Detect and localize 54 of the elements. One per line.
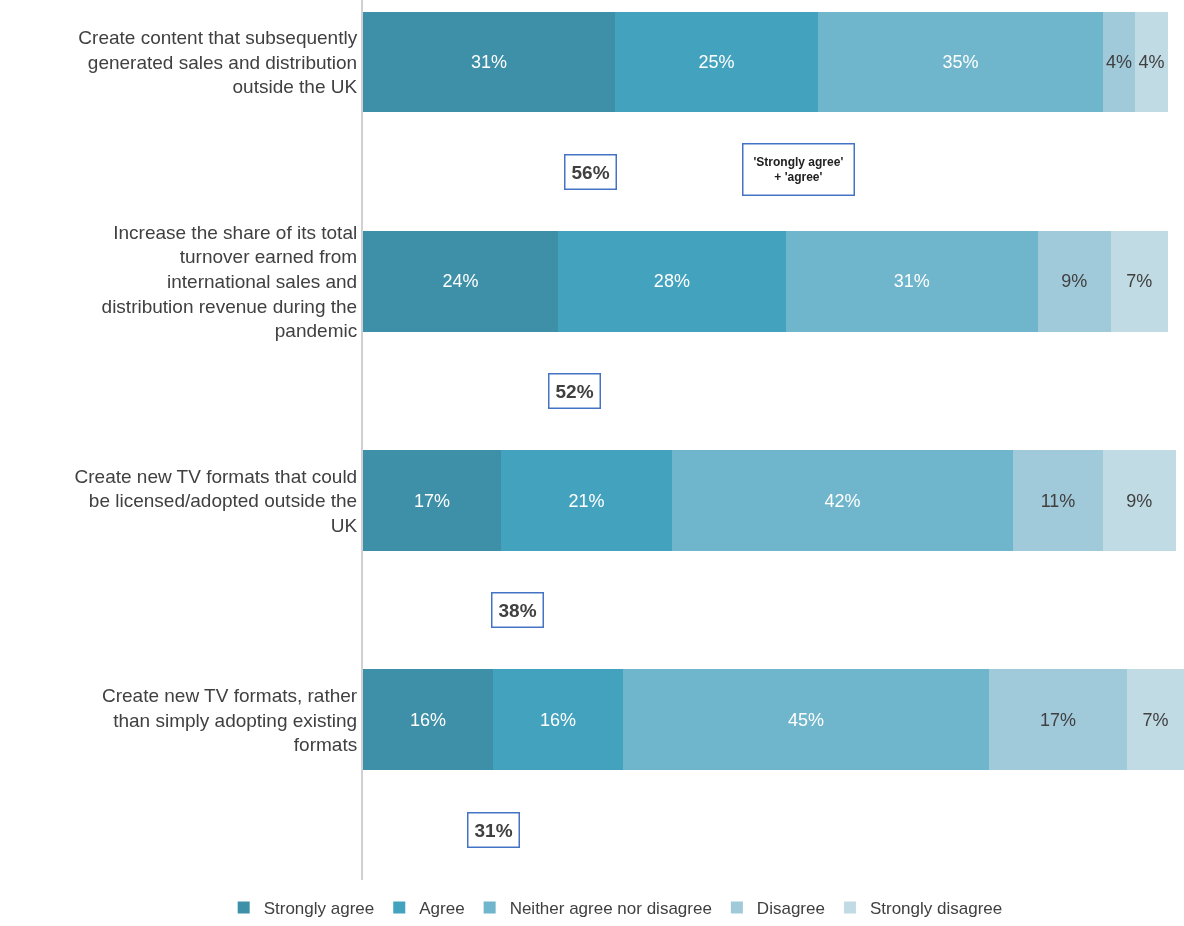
bar: [363, 11, 615, 113]
data-label: 16%: [540, 709, 577, 730]
bar: [1127, 669, 1184, 771]
legend-label: Agree: [419, 899, 465, 919]
bar: [785, 230, 1038, 332]
data-label: 31%: [470, 52, 508, 73]
annotation: 'Strongly agree' + 'agree': [753, 154, 844, 185]
bar: [818, 11, 1103, 113]
bar: [501, 450, 672, 552]
data-label: 24%: [442, 271, 479, 292]
legend-label: Neither agree nor disagree: [509, 899, 712, 919]
data-label: 45%: [788, 709, 825, 730]
bar: [1037, 230, 1111, 332]
bar: [988, 669, 1128, 771]
bar: [671, 450, 1014, 552]
bar: [363, 450, 502, 552]
y-tick-label: Create new TV formats that could be licensed/adopted outside the UK: [74, 465, 358, 536]
annotation: 56%: [571, 161, 610, 183]
data-label: 7%: [1126, 271, 1153, 292]
data-label: 25%: [698, 52, 735, 73]
annotation: 52%: [555, 380, 594, 402]
y-tick-label: Create content that subsequently generated sales and distribution outside the UK: [78, 27, 358, 98]
annotation: 38%: [498, 599, 537, 621]
y-tick-label: Increase the share of its total turnover earned from international sales and distribution revenue during the pandemic: [101, 221, 358, 342]
bar: [614, 11, 819, 113]
data-label: 11%: [1040, 490, 1076, 511]
data-label: 9%: [1126, 490, 1153, 511]
bar: [1135, 11, 1168, 113]
data-label: 42%: [824, 490, 861, 511]
data-label: 17%: [1039, 709, 1077, 730]
data-label: 16%: [410, 709, 447, 730]
data-label: 21%: [568, 490, 605, 511]
data-label: 31%: [893, 271, 930, 292]
bar: [363, 230, 559, 332]
bar: [1102, 11, 1136, 113]
bar: [1013, 450, 1103, 552]
bar: [493, 669, 624, 771]
annotation: 31%: [474, 819, 513, 841]
data-label: 35%: [942, 52, 979, 73]
data-label: 4%: [1138, 52, 1165, 73]
data-label: 17%: [414, 490, 451, 511]
data-label: 28%: [653, 271, 690, 292]
legend-label: Strongly agree: [263, 899, 375, 919]
bar: [1102, 450, 1176, 552]
data-label: 9%: [1061, 271, 1088, 292]
y-tick-label: Create new TV formats, rather than simply adopting existing formats: [102, 684, 358, 756]
legend-label: Disagree: [756, 899, 825, 919]
bar: [623, 669, 989, 771]
legend-label: Strongly disagree: [869, 899, 1003, 919]
bar: [558, 230, 786, 332]
bar: [363, 669, 494, 771]
data-label: 7%: [1142, 709, 1169, 730]
data-label: 4%: [1105, 52, 1132, 73]
bar: [1110, 230, 1168, 332]
